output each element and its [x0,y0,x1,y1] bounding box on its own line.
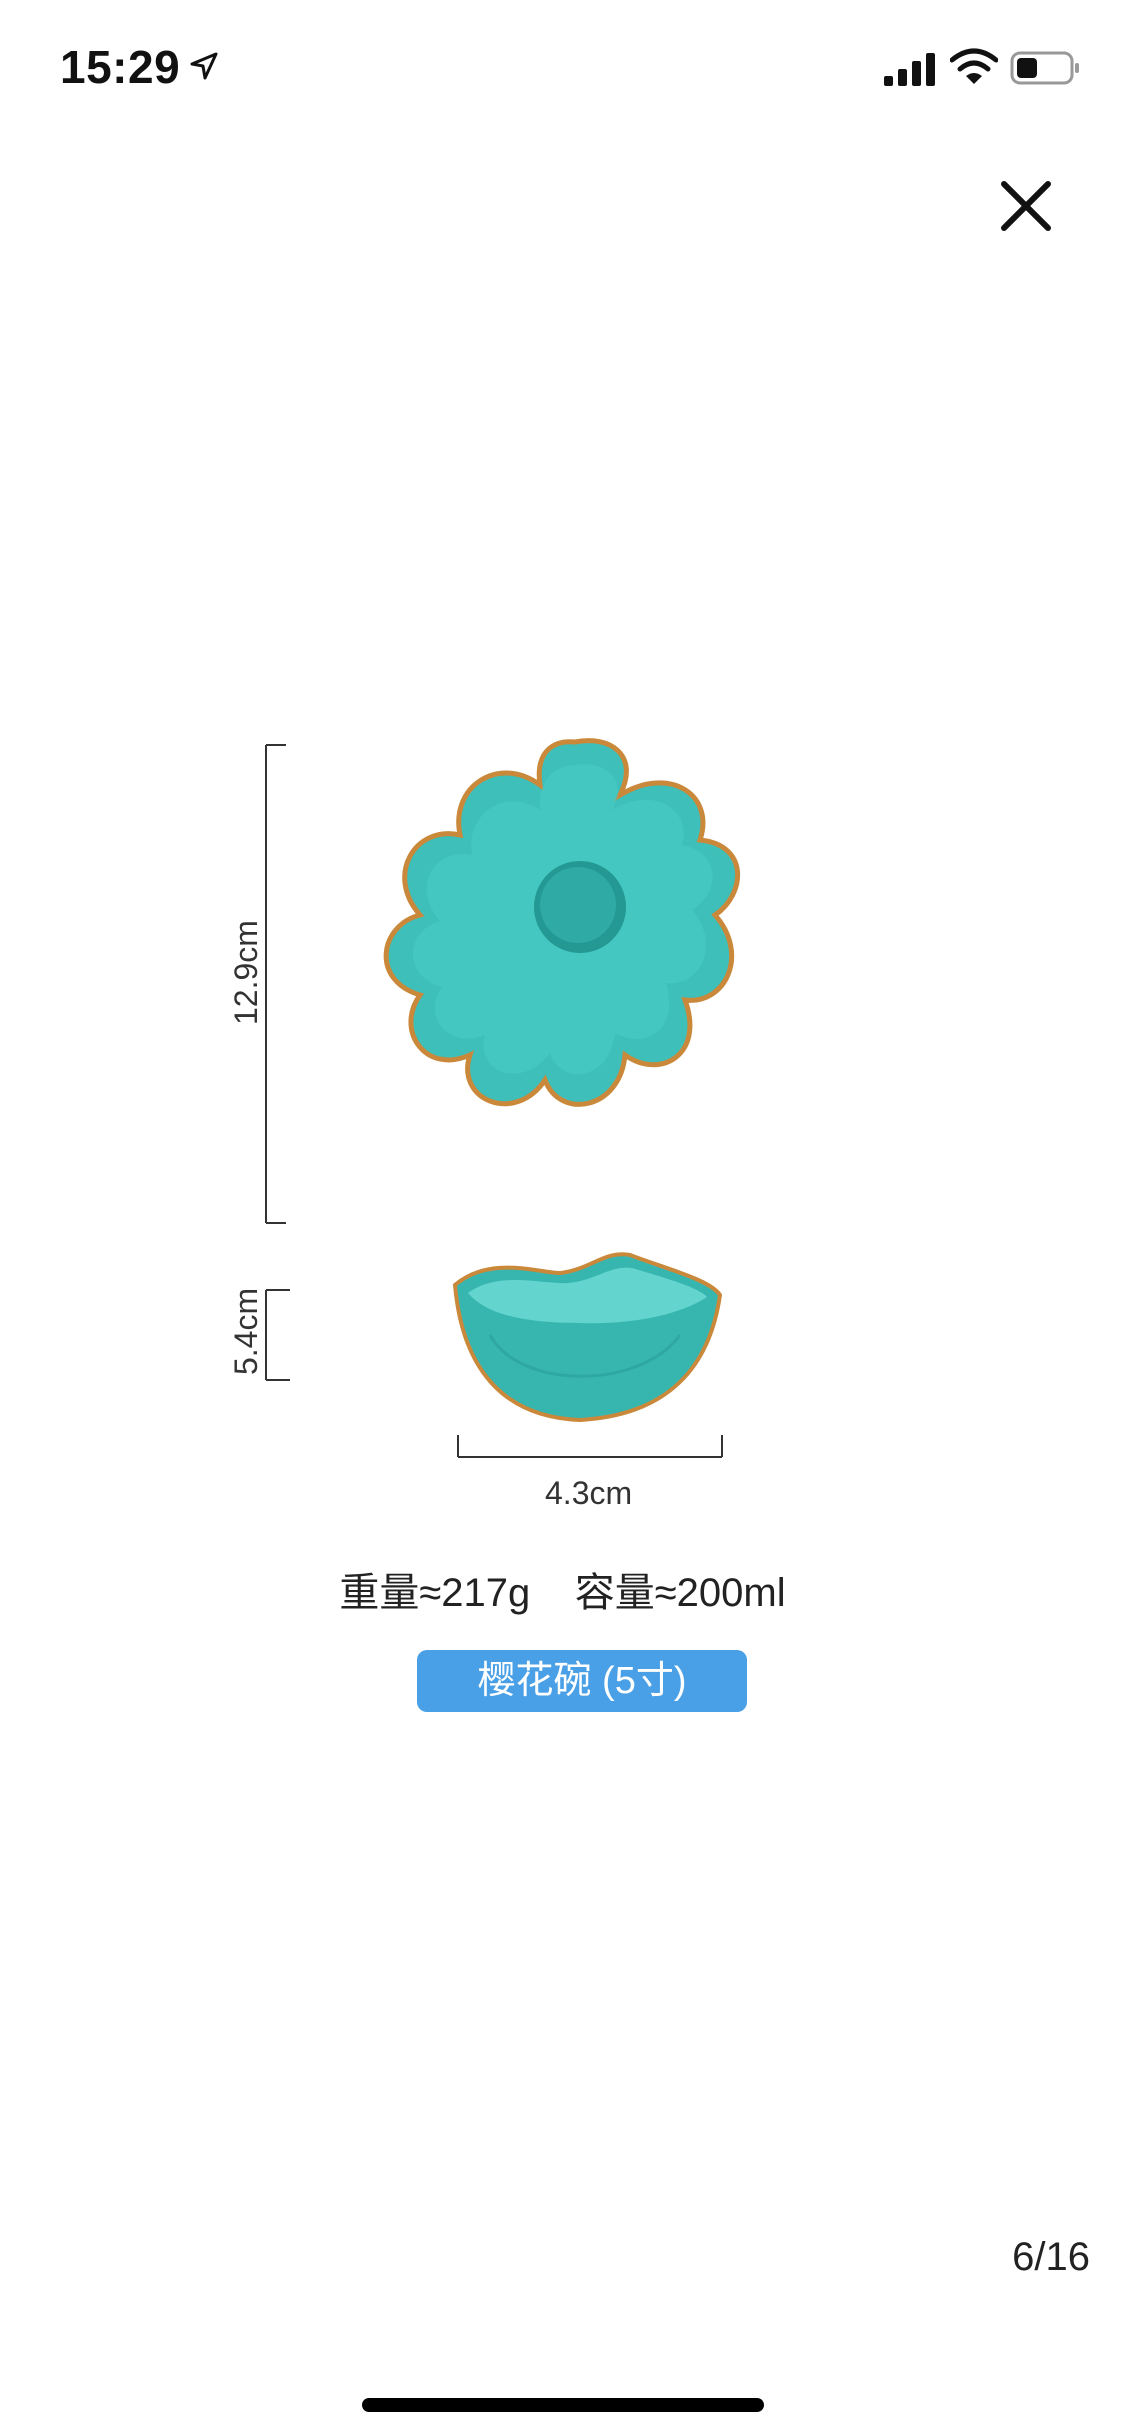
page-counter: 6/16 [1012,2235,1090,2279]
cellular-signal-icon [884,53,935,86]
bowl-top-view [383,738,740,1107]
depth-label: 5.4cm [228,1287,264,1375]
close-icon [1001,181,1051,231]
home-indicator[interactable] [362,2398,764,2412]
wifi-icon [950,48,998,84]
depth-dimension-line [265,1289,290,1381]
variant-badge[interactable]: 樱花碗 (5寸) [417,1650,747,1712]
base-dimension-line [457,1435,723,1458]
height-dimension-line [265,744,286,1224]
spec-text: 重量≈217g 容量≈200ml [339,1571,786,1615]
battery-icon [1010,51,1079,85]
product-image: 12.9cm 5.4cm 4.3cm [200,725,920,1725]
status-bar: 15:29 [0,0,1125,140]
base-label: 4.3cm [545,1475,633,1511]
location-arrow-icon [190,52,218,80]
bowl-illustration [265,738,740,1458]
height-label: 12.9cm [228,920,264,1025]
close-button[interactable] [990,170,1062,242]
status-time: 15:29 [60,41,181,93]
bowl-side-view [452,1252,723,1423]
